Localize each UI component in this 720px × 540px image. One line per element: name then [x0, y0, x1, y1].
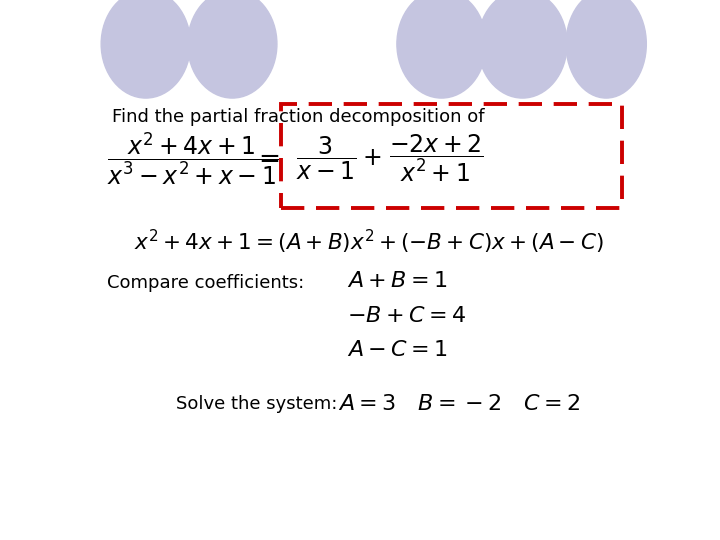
Text: $x^2+4x+1=(A+B)x^2+(-B+C)x+(A-C)$: $x^2+4x+1=(A+B)x^2+(-B+C)x+(A-C)$	[134, 227, 604, 255]
Text: $A-C=1$: $A-C=1$	[347, 340, 447, 360]
Text: $\dfrac{x^2+4x+1}{x^3-x^2+x-1}$: $\dfrac{x^2+4x+1}{x^3-x^2+x-1}$	[107, 130, 278, 187]
Text: Compare coefficients:: Compare coefficients:	[107, 274, 304, 292]
Ellipse shape	[101, 0, 190, 98]
Ellipse shape	[478, 0, 567, 98]
Text: $=$: $=$	[253, 145, 279, 171]
Text: Solve the system:: Solve the system:	[176, 395, 338, 413]
Ellipse shape	[188, 0, 277, 98]
Text: $\dfrac{3}{x-1}$: $\dfrac{3}{x-1}$	[297, 134, 357, 182]
Text: $A=3 \quad B=-2 \quad C=2$: $A=3 \quad B=-2 \quad C=2$	[338, 394, 580, 414]
Ellipse shape	[397, 0, 486, 98]
Text: $-B+C=4$: $-B+C=4$	[347, 306, 466, 326]
Text: Find the partial fraction decomposition of: Find the partial fraction decomposition …	[112, 109, 485, 126]
Text: $A+B=1$: $A+B=1$	[347, 271, 447, 291]
Text: $+$: $+$	[362, 146, 382, 170]
Text: $\dfrac{-2x+2}{x^2+1}$: $\dfrac{-2x+2}{x^2+1}$	[389, 132, 483, 184]
Ellipse shape	[566, 0, 647, 98]
